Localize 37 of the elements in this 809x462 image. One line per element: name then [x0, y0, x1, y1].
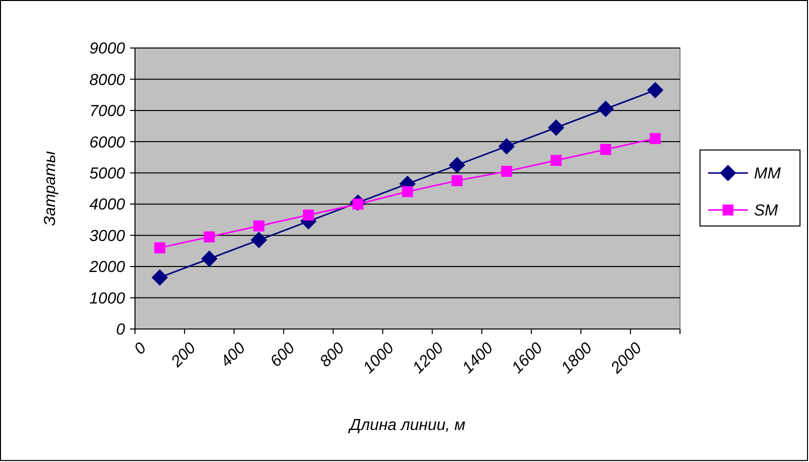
point: [650, 133, 661, 144]
point: [201, 250, 218, 267]
point: [600, 144, 612, 155]
legend-label: MM: [754, 166, 782, 183]
point: [598, 100, 614, 117]
point: [302, 210, 314, 221]
point: [452, 175, 463, 186]
y-axis-title: Затраты: [42, 150, 59, 226]
x-tick-label: 200: [168, 340, 200, 372]
point: [449, 157, 466, 174]
point: [154, 242, 166, 254]
point: [204, 231, 215, 242]
point: [253, 220, 264, 232]
legend-label: SM: [754, 202, 779, 220]
y-tick-label: 1000: [89, 290, 126, 308]
x-tick-label: 800: [317, 340, 348, 371]
x-tick-label: 600: [267, 340, 298, 371]
y-tick-label: 6000: [89, 134, 126, 152]
y-tick-label: 7000: [89, 103, 126, 120]
point: [498, 138, 515, 154]
point: [152, 269, 168, 286]
point: [550, 154, 562, 166]
y-tick-label: 2000: [88, 259, 126, 276]
point: [402, 186, 413, 198]
point: [548, 120, 564, 136]
y-tick-label: 4000: [89, 196, 126, 214]
y-tick-label: 5000: [89, 165, 126, 182]
point: [250, 232, 267, 248]
y-tick-label: 8000: [89, 72, 126, 89]
x-tick-label: 0: [131, 340, 150, 358]
x-tick-label: 400: [218, 340, 249, 371]
point: [501, 166, 512, 177]
point: [647, 82, 664, 98]
y-tick-label: 0: [116, 322, 126, 339]
y-tick-label: 9000: [89, 40, 126, 58]
y-tick-label: 3000: [89, 228, 126, 245]
x-axis-title: Длина линии, м: [348, 417, 466, 434]
